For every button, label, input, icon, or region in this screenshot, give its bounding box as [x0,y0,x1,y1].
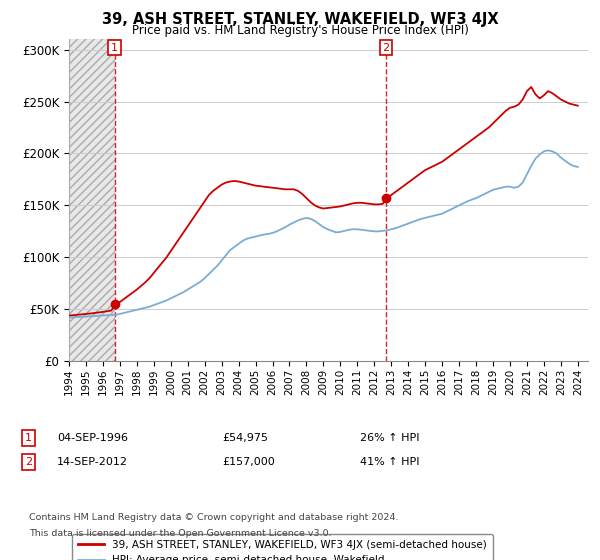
Text: 39, ASH STREET, STANLEY, WAKEFIELD, WF3 4JX: 39, ASH STREET, STANLEY, WAKEFIELD, WF3 … [101,12,499,27]
Text: Contains HM Land Registry data © Crown copyright and database right 2024.: Contains HM Land Registry data © Crown c… [29,514,398,522]
Text: 2: 2 [382,43,389,53]
Text: Price paid vs. HM Land Registry's House Price Index (HPI): Price paid vs. HM Land Registry's House … [131,24,469,37]
Text: £157,000: £157,000 [222,457,275,467]
Text: 1: 1 [111,43,118,53]
Text: 26% ↑ HPI: 26% ↑ HPI [360,433,419,443]
Legend: 39, ASH STREET, STANLEY, WAKEFIELD, WF3 4JX (semi-detached house), HPI: Average : 39, ASH STREET, STANLEY, WAKEFIELD, WF3 … [71,534,493,560]
Text: 14-SEP-2012: 14-SEP-2012 [57,457,128,467]
Text: £54,975: £54,975 [222,433,268,443]
Text: 1: 1 [25,433,32,443]
Text: 2: 2 [25,457,32,467]
Bar [69,39,115,361]
Text: This data is licensed under the Open Government Licence v3.0.: This data is licensed under the Open Gov… [29,529,331,538]
Text: 41% ↑ HPI: 41% ↑ HPI [360,457,419,467]
Text: 04-SEP-1996: 04-SEP-1996 [57,433,128,443]
